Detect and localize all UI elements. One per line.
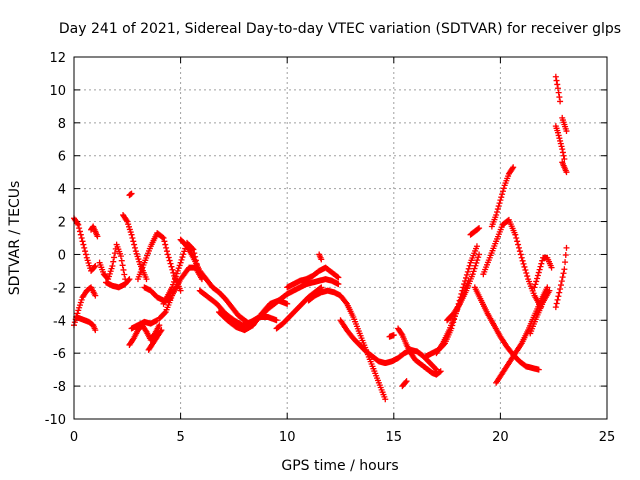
series-points-sat-p — [177, 236, 254, 329]
y-tick-label: 12 — [49, 51, 66, 66]
series-points-sat-a — [71, 215, 99, 274]
y-tick-label: -6 — [53, 347, 66, 362]
series-points-sat-j — [128, 317, 161, 332]
y-tick-label: -8 — [53, 380, 66, 395]
series-points-sat-af — [471, 284, 542, 373]
series-points-sat-y — [386, 332, 397, 340]
x-tick-label: 20 — [492, 430, 509, 445]
x-tick-label: 0 — [70, 430, 78, 445]
x-tick-label: 15 — [386, 430, 403, 445]
y-tick-label: -4 — [53, 314, 66, 329]
y-tick-label: 2 — [58, 216, 66, 231]
y-tick-label: -10 — [45, 413, 66, 428]
chart-title: Day 241 of 2021, Sidereal Day-to-day VTE… — [59, 21, 621, 37]
series-points-sat-ae — [467, 225, 483, 238]
series-points-sat-h — [126, 190, 135, 199]
series-points-sat-ak — [531, 254, 555, 291]
series-points-sat-g — [120, 211, 150, 283]
series-points-sat-ad — [433, 277, 472, 357]
plot-frame — [73, 56, 608, 420]
y-tick-label: 4 — [58, 183, 66, 198]
series-points-sat-ab — [422, 243, 480, 360]
series-points-sat-z — [395, 325, 444, 378]
series-points-sat-w — [316, 251, 325, 263]
x-tick-label: 10 — [279, 430, 296, 445]
series-points-sat-ap — [552, 244, 570, 311]
series-points-sat-t — [273, 284, 325, 332]
y-tick-label: 8 — [58, 117, 66, 132]
series-points-sat-k — [134, 230, 184, 294]
series-points-sat-f — [102, 276, 133, 291]
x-axis-label: GPS time / hours — [281, 458, 398, 474]
series-points-sat-ag — [480, 216, 544, 311]
series-points-sat-u — [284, 264, 342, 291]
series-points-sat-e — [96, 241, 129, 283]
series-points-sat-i — [126, 322, 163, 348]
series-points-sat-aa — [399, 378, 410, 390]
y-tick-label: -2 — [53, 281, 66, 296]
y-axis-label: SDTVAR / TECUs — [7, 181, 23, 296]
series-points-sat-c — [73, 313, 99, 334]
series-points-sat-l — [145, 327, 165, 353]
series-points-sat-ao — [559, 159, 570, 176]
y-tick-label: 0 — [58, 248, 66, 263]
x-tick-labels: 0 5 10 15 20 25 — [70, 430, 615, 445]
series-points-sat-ah — [488, 164, 517, 230]
series-points-sat-al — [552, 73, 564, 105]
series-points-sat-aj — [527, 287, 553, 337]
series-points-sat-am — [552, 123, 568, 163]
series-points-sat-ai — [493, 284, 551, 386]
y-tick-labels: -10 -8 -6 -4 -2 0 2 4 6 8 10 12 — [45, 51, 66, 428]
y-tick-label: 10 — [49, 84, 66, 99]
x-tick-label: 5 — [176, 430, 184, 445]
y-tick-label: 6 — [58, 150, 66, 165]
series-points-sat-v — [305, 287, 389, 403]
series-points-sat-s — [252, 276, 342, 324]
series-points-sat-d — [88, 223, 101, 240]
x-tick-label: 25 — [599, 430, 616, 445]
data-points — [71, 73, 570, 403]
series-points-sat-an — [559, 114, 570, 135]
